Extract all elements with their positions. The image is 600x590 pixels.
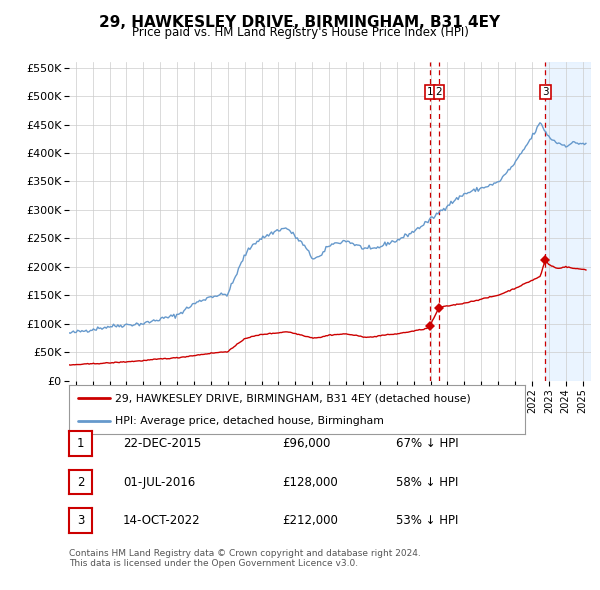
Text: HPI: Average price, detached house, Birmingham: HPI: Average price, detached house, Birm… bbox=[115, 415, 383, 425]
Text: 22-DEC-2015: 22-DEC-2015 bbox=[123, 437, 201, 450]
Text: £128,000: £128,000 bbox=[282, 476, 338, 489]
Text: 53% ↓ HPI: 53% ↓ HPI bbox=[396, 514, 458, 527]
Text: 67% ↓ HPI: 67% ↓ HPI bbox=[396, 437, 458, 450]
Text: Contains HM Land Registry data © Crown copyright and database right 2024.: Contains HM Land Registry data © Crown c… bbox=[69, 549, 421, 558]
Text: This data is licensed under the Open Government Licence v3.0.: This data is licensed under the Open Gov… bbox=[69, 559, 358, 568]
Text: £212,000: £212,000 bbox=[282, 514, 338, 527]
Text: 1: 1 bbox=[427, 87, 433, 97]
Text: 1: 1 bbox=[77, 437, 84, 450]
Text: 2: 2 bbox=[436, 87, 442, 97]
Bar bbox=[545, 62, 591, 381]
Text: 2: 2 bbox=[77, 476, 84, 489]
Text: 58% ↓ HPI: 58% ↓ HPI bbox=[396, 476, 458, 489]
Text: 3: 3 bbox=[542, 87, 548, 97]
Text: 29, HAWKESLEY DRIVE, BIRMINGHAM, B31 4EY (detached house): 29, HAWKESLEY DRIVE, BIRMINGHAM, B31 4EY… bbox=[115, 394, 470, 404]
Text: 14-OCT-2022: 14-OCT-2022 bbox=[123, 514, 200, 527]
Text: Price paid vs. HM Land Registry's House Price Index (HPI): Price paid vs. HM Land Registry's House … bbox=[131, 26, 469, 39]
Text: £96,000: £96,000 bbox=[282, 437, 331, 450]
Text: 29, HAWKESLEY DRIVE, BIRMINGHAM, B31 4EY: 29, HAWKESLEY DRIVE, BIRMINGHAM, B31 4EY bbox=[100, 15, 500, 30]
Text: 01-JUL-2016: 01-JUL-2016 bbox=[123, 476, 195, 489]
Text: 3: 3 bbox=[77, 514, 84, 527]
